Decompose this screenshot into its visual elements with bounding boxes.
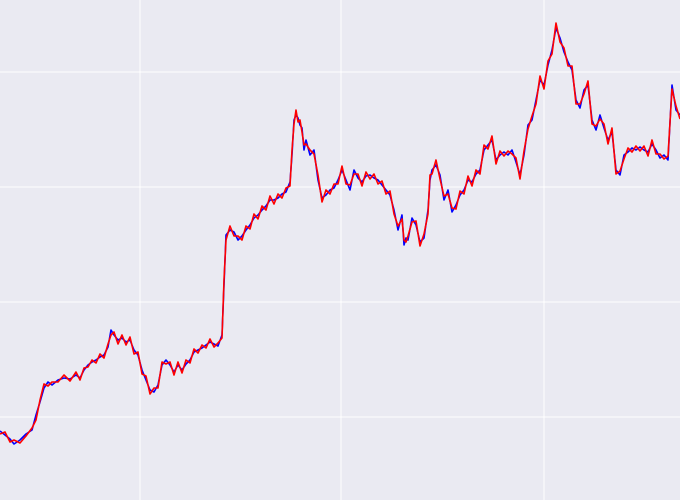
series-line-1 [0, 22, 680, 444]
series-layer [0, 22, 680, 445]
